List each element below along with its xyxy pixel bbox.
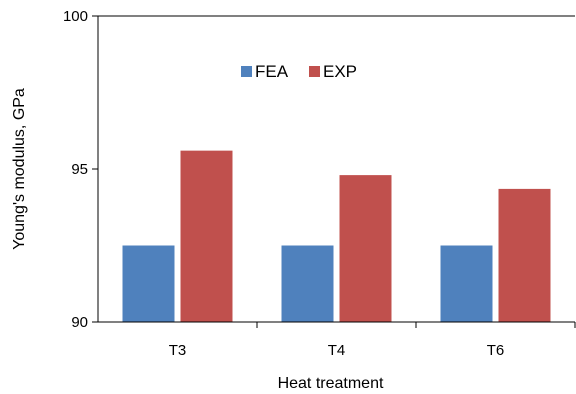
bar-fea-t3 — [122, 245, 175, 322]
x-axis-title: Heat treatment — [278, 375, 384, 392]
legend: FEA EXP — [241, 62, 357, 81]
y-axis-title: Young's modulus, GPa — [11, 88, 28, 250]
bar-exp-t4 — [339, 175, 392, 322]
x-tick-label: T6 — [487, 342, 505, 359]
x-tick-label: T4 — [328, 342, 346, 359]
bar-fea-t6 — [440, 245, 493, 322]
y-tick-label: 90 — [71, 314, 88, 331]
legend-label-fea: FEA — [255, 62, 289, 81]
y-ticks-group: 90 95 100 — [63, 8, 98, 331]
x-tick-label: T3 — [169, 342, 187, 359]
bars-group — [122, 150, 551, 322]
legend-swatch-exp — [309, 66, 320, 77]
legend-label-exp: EXP — [323, 62, 357, 81]
bar-exp-t3 — [180, 150, 233, 322]
y-tick-label: 95 — [71, 161, 88, 178]
bar-exp-t6 — [498, 188, 551, 322]
y-tick-label: 100 — [63, 8, 88, 25]
bar-fea-t4 — [281, 245, 334, 322]
x-ticks-group: T3 T4 T6 — [169, 322, 576, 359]
legend-swatch-fea — [241, 66, 252, 77]
